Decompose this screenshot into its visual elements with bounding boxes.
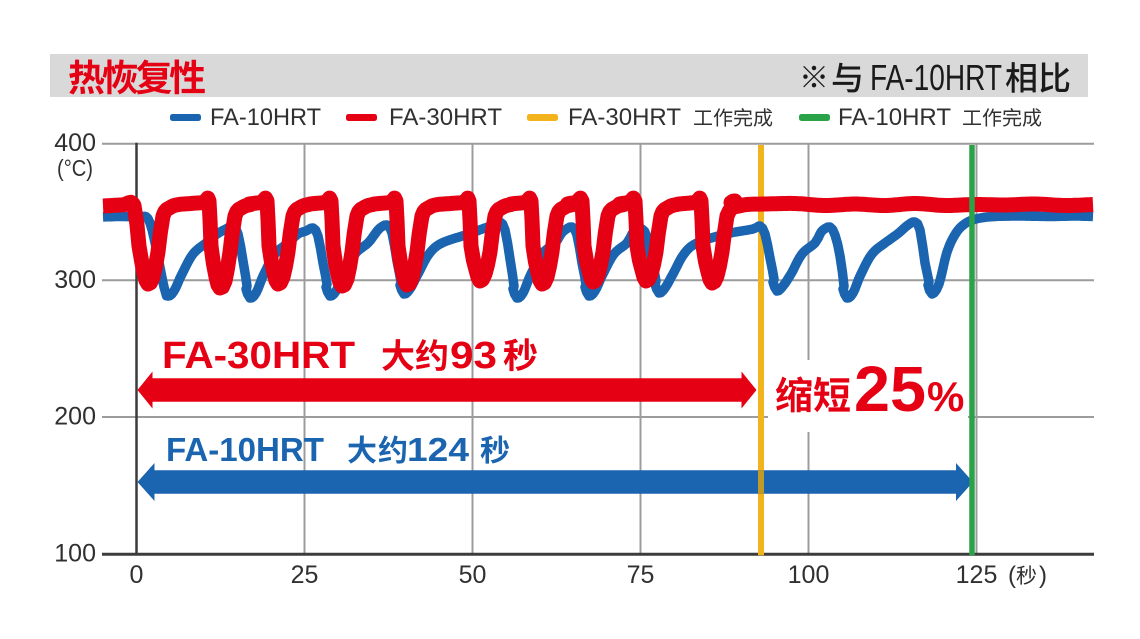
svg-text:125: 125 xyxy=(956,561,998,589)
svg-text:%: % xyxy=(927,373,964,420)
svg-text:FA-10HRT: FA-10HRT xyxy=(870,57,1002,98)
svg-text:): ) xyxy=(1039,562,1047,589)
svg-text:124: 124 xyxy=(407,431,470,468)
svg-text:FA-30HRT: FA-30HRT xyxy=(162,335,355,377)
svg-text:(: ( xyxy=(1008,562,1016,589)
svg-text:(°C): (°C) xyxy=(57,155,93,181)
svg-text:0: 0 xyxy=(130,561,144,589)
svg-text:25: 25 xyxy=(291,561,319,589)
svg-text:FA-30HRT: FA-30HRT xyxy=(568,104,681,131)
svg-text:100: 100 xyxy=(788,561,830,589)
svg-text:75: 75 xyxy=(627,561,655,589)
svg-text:200: 200 xyxy=(54,403,96,431)
svg-text:FA-30HRT: FA-30HRT xyxy=(389,104,502,131)
svg-text:50: 50 xyxy=(459,561,487,589)
svg-text:FA-10HRT: FA-10HRT xyxy=(838,104,951,131)
svg-text:93: 93 xyxy=(450,335,497,377)
svg-text:FA-10HRT: FA-10HRT xyxy=(166,431,324,468)
svg-text:FA-10HRT: FA-10HRT xyxy=(210,104,321,131)
svg-text:25: 25 xyxy=(854,353,926,425)
svg-text:100: 100 xyxy=(54,540,96,568)
svg-text:300: 300 xyxy=(54,266,96,294)
svg-text:400: 400 xyxy=(54,129,96,157)
